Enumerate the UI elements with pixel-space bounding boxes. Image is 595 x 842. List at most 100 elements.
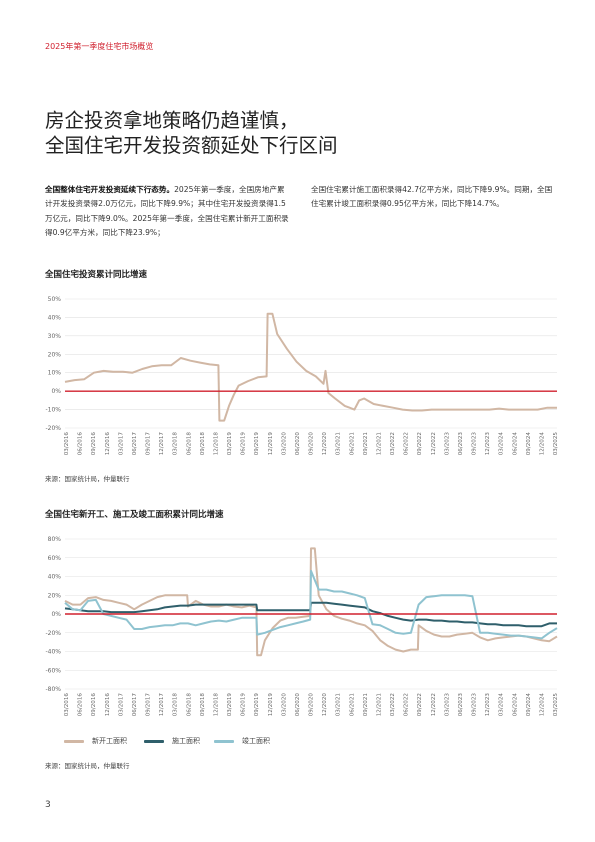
x-tick-label: 12/2018 xyxy=(213,432,219,456)
x-tick-label: 03/2025 xyxy=(553,432,559,456)
y-tick-label: -10% xyxy=(45,407,61,414)
legend-item-completion: 竣工面积 xyxy=(214,736,270,746)
x-tick-label: 06/2017 xyxy=(132,693,138,717)
y-tick-label: 80% xyxy=(48,536,62,543)
x-tick-label: 03/2016 xyxy=(64,432,70,456)
y-tick-label: 40% xyxy=(48,314,62,321)
x-tick-label: 06/2018 xyxy=(186,693,192,717)
page-title-line-2: 全国住宅开发投资额延处下行区间 xyxy=(45,134,338,157)
investment-growth-chart: 50% 40% 30% 20% 10% 0% -10% -20%03/2016 06/2016 0… xyxy=(45,296,559,456)
x-tick-label: 12/2021 xyxy=(376,432,382,456)
y-tick-label: -60% xyxy=(45,667,61,674)
x-tick-label: 12/2021 xyxy=(376,693,382,717)
x-tick-label: 12/2023 xyxy=(485,693,491,717)
x-tick-label: 12/2019 xyxy=(268,693,274,717)
y-tick-label: -20% xyxy=(45,425,61,432)
x-tick-label: 09/2018 xyxy=(200,432,206,456)
x-tick-label: 06/2021 xyxy=(349,693,355,717)
x-tick-label: 03/2020 xyxy=(281,693,287,717)
chart1-title: 全国住宅投资累计同比增速 xyxy=(45,270,148,280)
x-tick-label: 09/2017 xyxy=(146,432,152,456)
x-tick-label: 09/2023 xyxy=(472,693,478,717)
legend-label-completion: 竣工面积 xyxy=(242,737,270,745)
intro-left-paragraph: 全国整体住宅开发投资延续下行态势。2025年第一季度，全国房地产累计开发投资录得… xyxy=(45,183,292,241)
x-tick-label: 09/2022 xyxy=(417,432,423,455)
x-tick-label: 06/2022 xyxy=(404,693,410,716)
x-tick-label: 12/2019 xyxy=(268,432,274,456)
x-tick-label: 12/2022 xyxy=(431,432,437,455)
x-tick-label: 09/2022 xyxy=(417,693,423,716)
x-tick-label: 09/2021 xyxy=(363,432,369,456)
x-tick-label: 09/2019 xyxy=(254,693,260,717)
y-tick-label: 30% xyxy=(48,333,62,340)
y-tick-label: 0% xyxy=(51,611,61,618)
x-tick-label: 06/2024 xyxy=(512,432,518,456)
x-tick-label: 06/2018 xyxy=(186,432,192,456)
y-tick-label: 20% xyxy=(48,592,62,599)
x-tick-label: 03/2024 xyxy=(499,693,505,717)
x-tick-label: 03/2019 xyxy=(227,693,233,717)
x-tick-label: 09/2020 xyxy=(309,432,315,456)
x-tick-label: 06/2019 xyxy=(241,693,247,717)
report-header: 2025年第一季度住宅市场概览 xyxy=(45,42,154,51)
x-tick-label: 03/2018 xyxy=(173,432,179,456)
x-tick-label: 12/2024 xyxy=(539,693,545,717)
x-tick-label: 12/2018 xyxy=(213,693,219,717)
y-tick-label: 50% xyxy=(48,296,62,303)
x-tick-label: 06/2022 xyxy=(404,432,410,455)
x-tick-label: 09/2020 xyxy=(309,693,315,717)
intro-lead: 全国整体住宅开发投资延续下行态势。 xyxy=(45,185,175,194)
x-tick-label: 09/2018 xyxy=(200,693,206,717)
x-tick-label: 06/2023 xyxy=(458,432,464,456)
x-tick-label: 09/2016 xyxy=(91,432,97,456)
x-tick-label: 06/2016 xyxy=(78,432,84,456)
legend-swatch-new-start xyxy=(64,739,84,743)
x-tick-label: 06/2019 xyxy=(241,432,247,456)
y-tick-label: 40% xyxy=(48,574,62,581)
x-tick-label: 03/2016 xyxy=(64,693,70,717)
intro-left-text: 2025年第一季度，全国房地产累计开发投资录得2.0万亿元，同比下降9.9%；其… xyxy=(45,185,289,238)
y-tick-label: -40% xyxy=(45,649,61,656)
x-tick-label: 03/2022 xyxy=(390,693,396,716)
x-tick-label: 03/2022 xyxy=(390,432,396,455)
page-title-line-1: 房企投资拿地策略仍趋谨慎， xyxy=(45,109,299,132)
x-tick-label: 06/2020 xyxy=(295,693,301,717)
x-tick-label: 06/2021 xyxy=(349,432,355,456)
y-tick-label: 0% xyxy=(51,388,61,395)
x-tick-label: 09/2021 xyxy=(363,693,369,717)
y-tick-label: 20% xyxy=(48,351,62,358)
legend-label-new-start: 新开工面积 xyxy=(92,737,127,745)
x-tick-label: 06/2024 xyxy=(512,693,518,717)
y-tick-label: -20% xyxy=(45,630,61,637)
x-tick-label: 03/2021 xyxy=(336,432,342,456)
legend-swatch-completion xyxy=(214,739,234,743)
x-tick-label: 03/2017 xyxy=(118,693,124,717)
x-tick-label: 12/2017 xyxy=(159,693,165,717)
floor-area-growth-chart: 80% 60% 40% 20% 0% -20% -40% -60% -80%03/2016 06/… xyxy=(45,536,559,717)
page-number: 3 xyxy=(45,800,51,810)
x-tick-label: 03/2019 xyxy=(227,432,233,456)
x-tick-label: 12/2020 xyxy=(322,432,328,456)
page-title: 房企投资拿地策略仍趋谨慎， 全国住宅开发投资额延处下行区间 xyxy=(45,108,338,158)
x-tick-label: 09/2019 xyxy=(254,432,260,456)
chart2-source: 来源：国家统计局，仲量联行 xyxy=(45,762,130,770)
x-tick-label: 09/2023 xyxy=(472,432,478,456)
x-tick-label: 06/2016 xyxy=(78,693,84,717)
x-tick-label: 12/2022 xyxy=(431,693,437,716)
x-tick-label: 12/2024 xyxy=(539,432,545,456)
legend-swatch-construction xyxy=(144,739,164,743)
y-tick-label: 60% xyxy=(48,555,62,562)
x-tick-label: 03/2024 xyxy=(499,432,505,456)
x-tick-label: 03/2021 xyxy=(336,693,342,717)
x-tick-label: 09/2016 xyxy=(91,693,97,717)
intro-right-paragraph: 全国住宅累计施工面积录得42.7亿平方米，同比下降9.9%。同期，全国住宅累计竣… xyxy=(311,185,553,209)
x-tick-label: 03/2017 xyxy=(118,432,124,456)
x-tick-label: 06/2017 xyxy=(132,432,138,456)
x-tick-label: 12/2023 xyxy=(485,432,491,456)
x-tick-label: 09/2024 xyxy=(526,693,532,717)
x-tick-label: 12/2020 xyxy=(322,693,328,717)
series-line-1 xyxy=(64,312,557,422)
x-tick-label: 12/2017 xyxy=(159,432,165,456)
x-tick-label: 06/2023 xyxy=(458,693,464,717)
x-tick-label: 03/2018 xyxy=(173,693,179,717)
